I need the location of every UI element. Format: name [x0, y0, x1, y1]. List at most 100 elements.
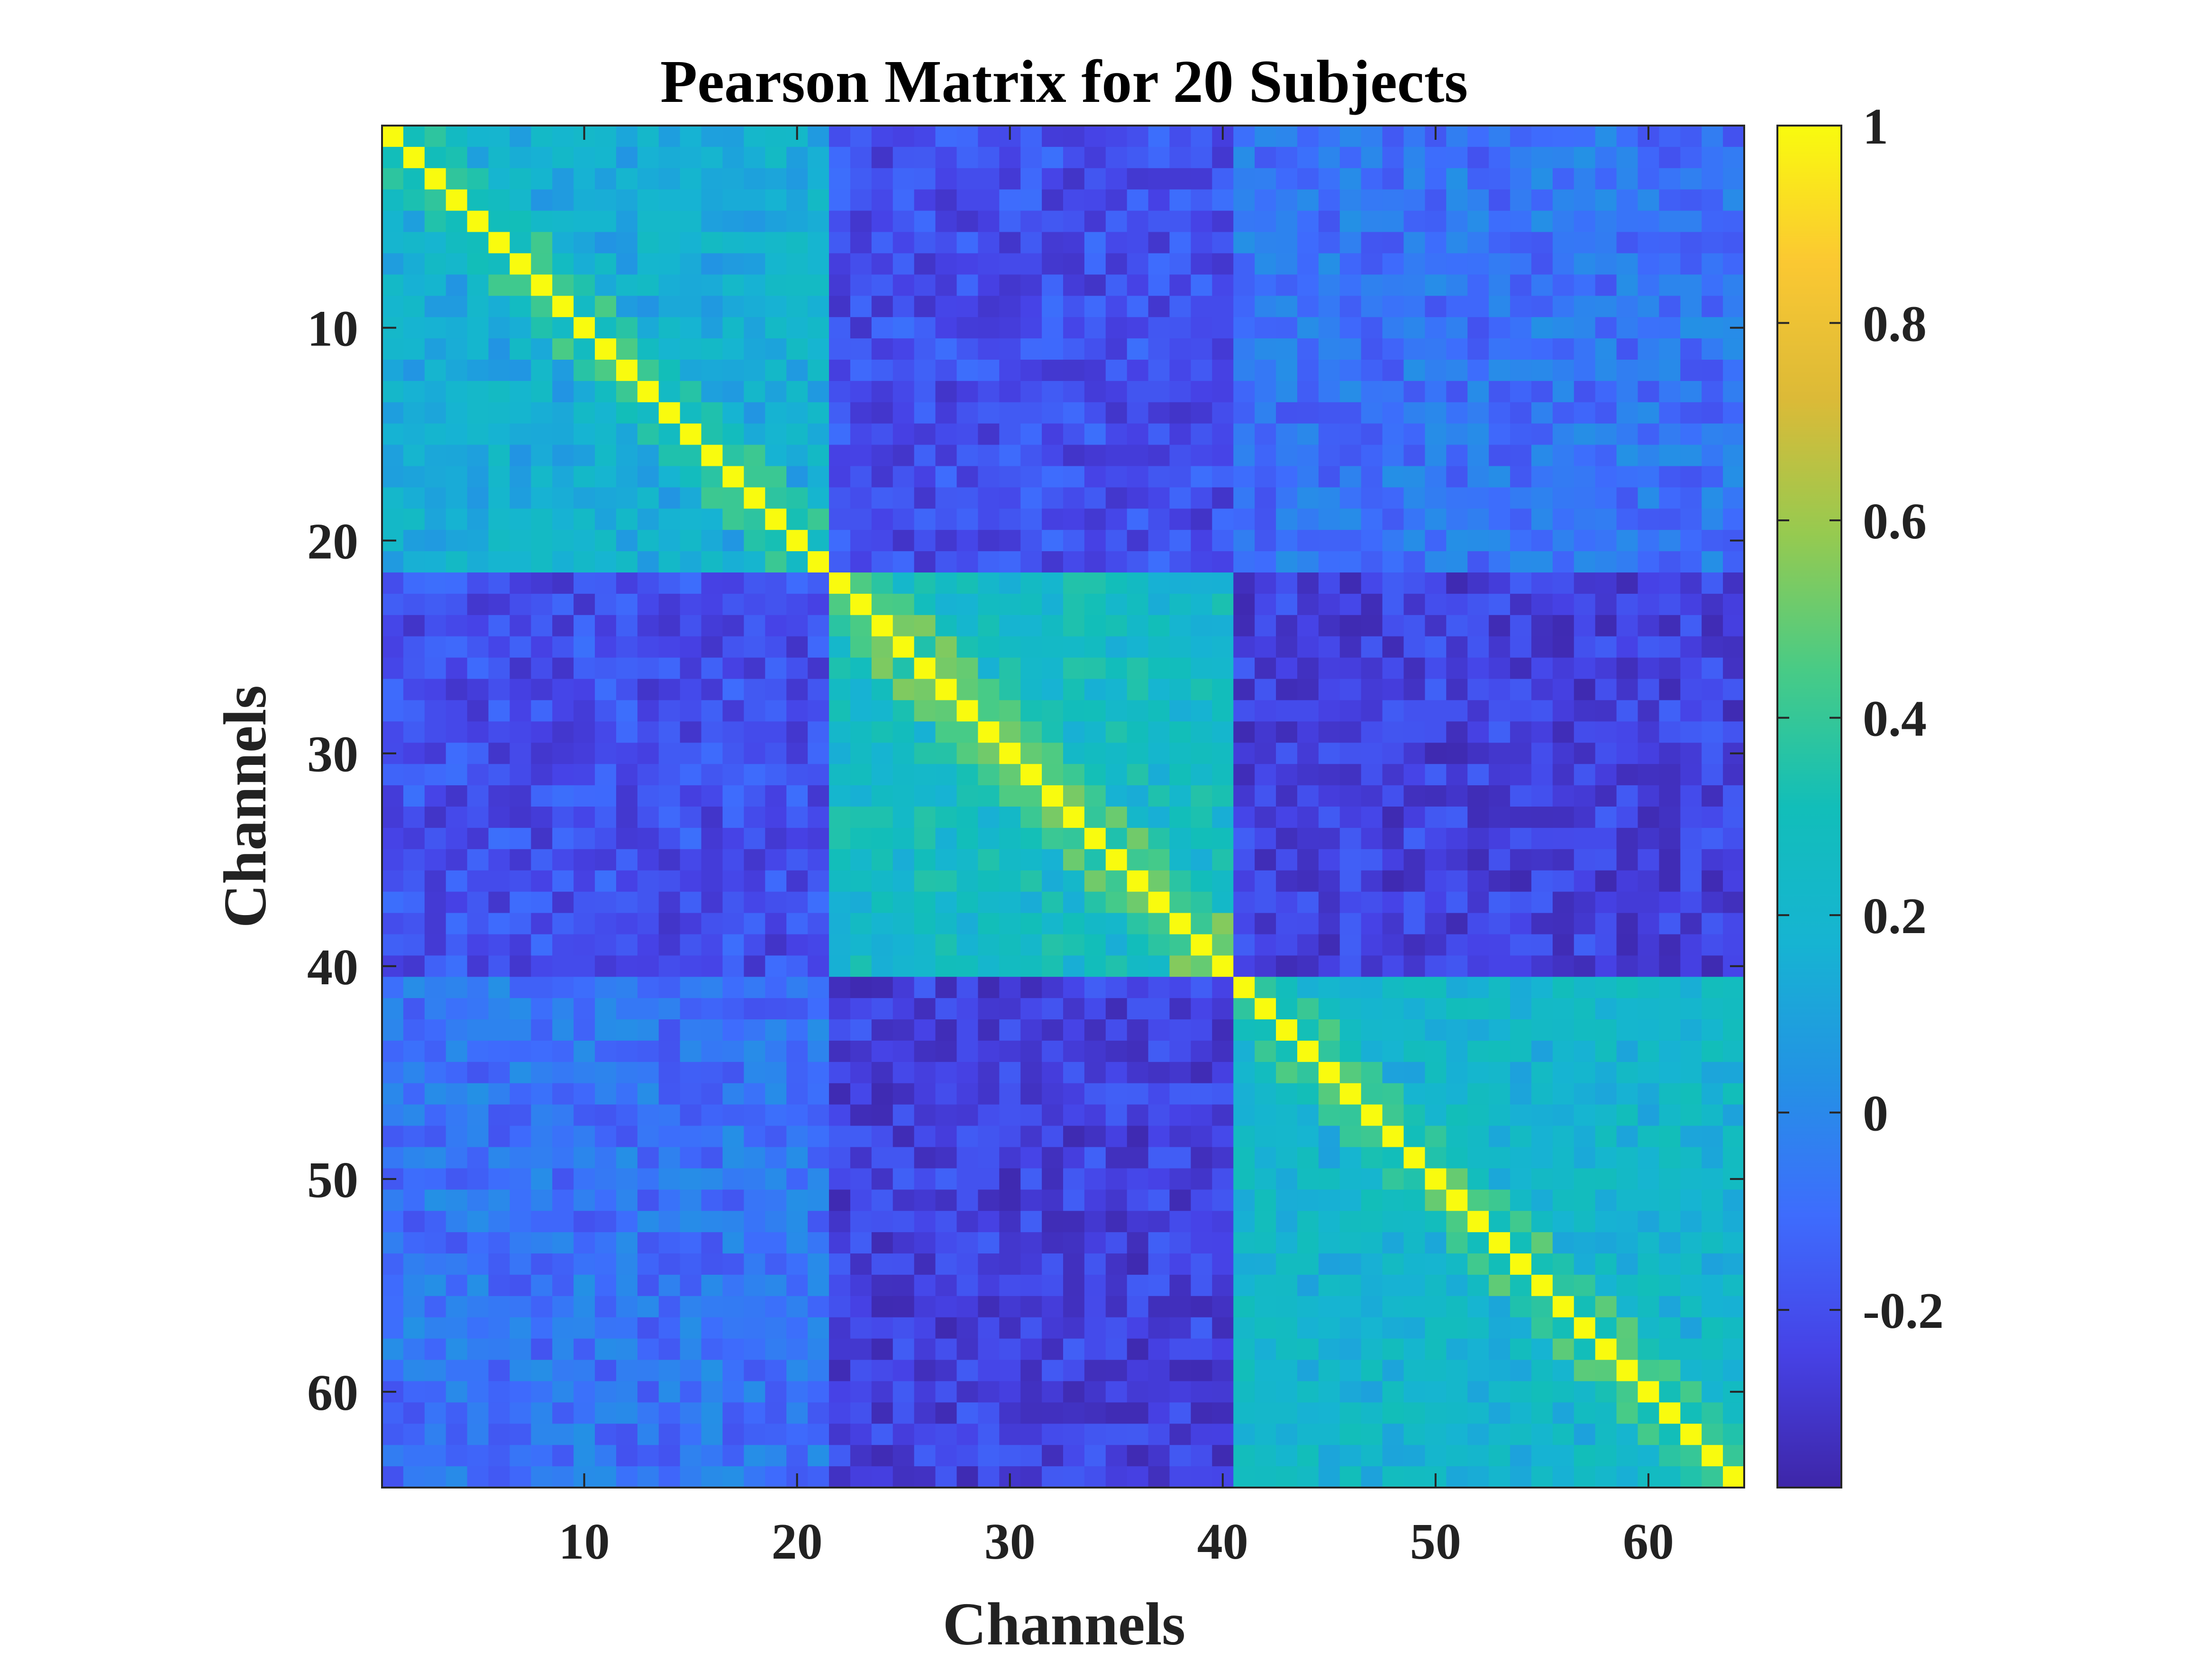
- heatmap-cell: [531, 891, 553, 914]
- heatmap-cell: [1042, 700, 1064, 722]
- heatmap-cell: [722, 508, 745, 530]
- heatmap-cell: [382, 508, 404, 530]
- heatmap-cell: [573, 1168, 595, 1190]
- heatmap-cell: [1361, 1424, 1383, 1445]
- heatmap-cell: [595, 1466, 617, 1488]
- heatmap-cell: [531, 1125, 553, 1148]
- heatmap-cell: [701, 1445, 723, 1467]
- heatmap-cell: [956, 849, 978, 871]
- heatmap-cell: [914, 232, 936, 254]
- heatmap-cell: [1042, 1125, 1064, 1148]
- heatmap-cell: [722, 1019, 745, 1041]
- heatmap-cell: [573, 551, 595, 573]
- heatmap-cell: [1127, 593, 1149, 616]
- heatmap-cell: [1084, 296, 1106, 318]
- heatmap-cell: [1361, 210, 1383, 233]
- heatmap-cell: [914, 743, 936, 764]
- heatmap-cell: [744, 913, 765, 935]
- heatmap-cell: [808, 891, 829, 914]
- heatmap-cell: [1446, 189, 1468, 211]
- heatmap-cell: [1510, 445, 1532, 467]
- heatmap-cell: [658, 721, 681, 743]
- heatmap-cell: [1148, 381, 1170, 403]
- heatmap-cell: [808, 1147, 829, 1169]
- heatmap-cell: [1127, 126, 1149, 147]
- heatmap-cell: [829, 210, 851, 233]
- heatmap-cell: [488, 743, 510, 764]
- heatmap-cell: [573, 977, 595, 998]
- heatmap-cell: [850, 487, 872, 509]
- heatmap-cell: [1425, 785, 1447, 807]
- heatmap-cell: [1042, 381, 1064, 403]
- heatmap-cell: [850, 1168, 872, 1190]
- heatmap-cell: [1020, 1253, 1042, 1275]
- heatmap-cell: [1574, 891, 1596, 914]
- heatmap-cell: [1084, 274, 1106, 296]
- heatmap-cell: [1595, 402, 1617, 424]
- heatmap-cell: [1020, 1147, 1042, 1169]
- heatmap-cell: [637, 317, 659, 339]
- heatmap-cell: [1510, 764, 1532, 786]
- heatmap-cell: [1638, 189, 1659, 211]
- heatmap-cell: [658, 1402, 681, 1424]
- heatmap-cell: [956, 296, 978, 318]
- heatmap-cell: [1276, 1253, 1298, 1275]
- heatmap-cell: [1212, 296, 1234, 318]
- heatmap-cell: [1510, 1445, 1532, 1467]
- heatmap-cell: [722, 913, 745, 935]
- heatmap-cell: [914, 636, 936, 658]
- heatmap-cell: [1191, 445, 1212, 467]
- heatmap-cell: [871, 977, 893, 998]
- heatmap-cell: [1616, 487, 1639, 509]
- heatmap-cell: [1659, 1296, 1681, 1318]
- heatmap-cell: [978, 1232, 1000, 1254]
- heatmap-cell: [1169, 381, 1192, 403]
- heatmap-cell: [999, 785, 1021, 807]
- heatmap-cell: [424, 615, 446, 637]
- heatmap-cell: [531, 977, 553, 998]
- heatmap-cell: [658, 1168, 681, 1190]
- heatmap-cell: [637, 977, 659, 998]
- heatmap-cell: [1467, 1019, 1489, 1041]
- heatmap-cell: [595, 1211, 617, 1233]
- heatmap-cell: [573, 445, 595, 467]
- heatmap-cell: [1255, 807, 1276, 828]
- heatmap-cell: [488, 487, 510, 509]
- heatmap-cell: [1680, 189, 1702, 211]
- heatmap-cell: [595, 721, 617, 743]
- heatmap-cell: [1191, 1445, 1212, 1467]
- heatmap-cell: [850, 1104, 872, 1126]
- heatmap-cell: [510, 1104, 531, 1126]
- heatmap-cell: [616, 445, 638, 467]
- heatmap-cell: [1361, 317, 1383, 339]
- heatmap-cell: [850, 232, 872, 254]
- heatmap-cell: [1063, 210, 1085, 233]
- heatmap-cell: [999, 849, 1021, 871]
- heatmap-cell: [1127, 1274, 1149, 1297]
- heatmap-cell: [1255, 1381, 1276, 1403]
- heatmap-cell: [701, 1253, 723, 1275]
- heatmap-cell: [510, 508, 531, 530]
- colorbar-ticks: 10.80.60.40.20-0.2: [1777, 99, 1944, 1339]
- heatmap-cell: [552, 785, 574, 807]
- heatmap-cell: [1574, 445, 1596, 467]
- heatmap-cell: [616, 1466, 638, 1488]
- heatmap-cell: [1233, 1189, 1255, 1211]
- heatmap-cell: [1702, 274, 1723, 296]
- heatmap-cell: [1233, 1424, 1255, 1445]
- heatmap-cell: [531, 1189, 553, 1211]
- heatmap-cell: [1042, 807, 1064, 828]
- heatmap-cell: [658, 1211, 681, 1233]
- heatmap-cell: [1638, 955, 1659, 977]
- heatmap-cell: [616, 317, 638, 339]
- heatmap-cell: [1638, 1360, 1659, 1382]
- heatmap-cell: [1702, 1424, 1723, 1445]
- heatmap-cell: [701, 210, 723, 233]
- heatmap-cell: [573, 1424, 595, 1445]
- heatmap-cell: [1382, 1424, 1404, 1445]
- heatmap-cell: [871, 593, 893, 616]
- heatmap-cell: [531, 827, 553, 850]
- heatmap-cell: [1020, 402, 1042, 424]
- heatmap-cell: [573, 466, 595, 488]
- heatmap-cell: [403, 743, 425, 764]
